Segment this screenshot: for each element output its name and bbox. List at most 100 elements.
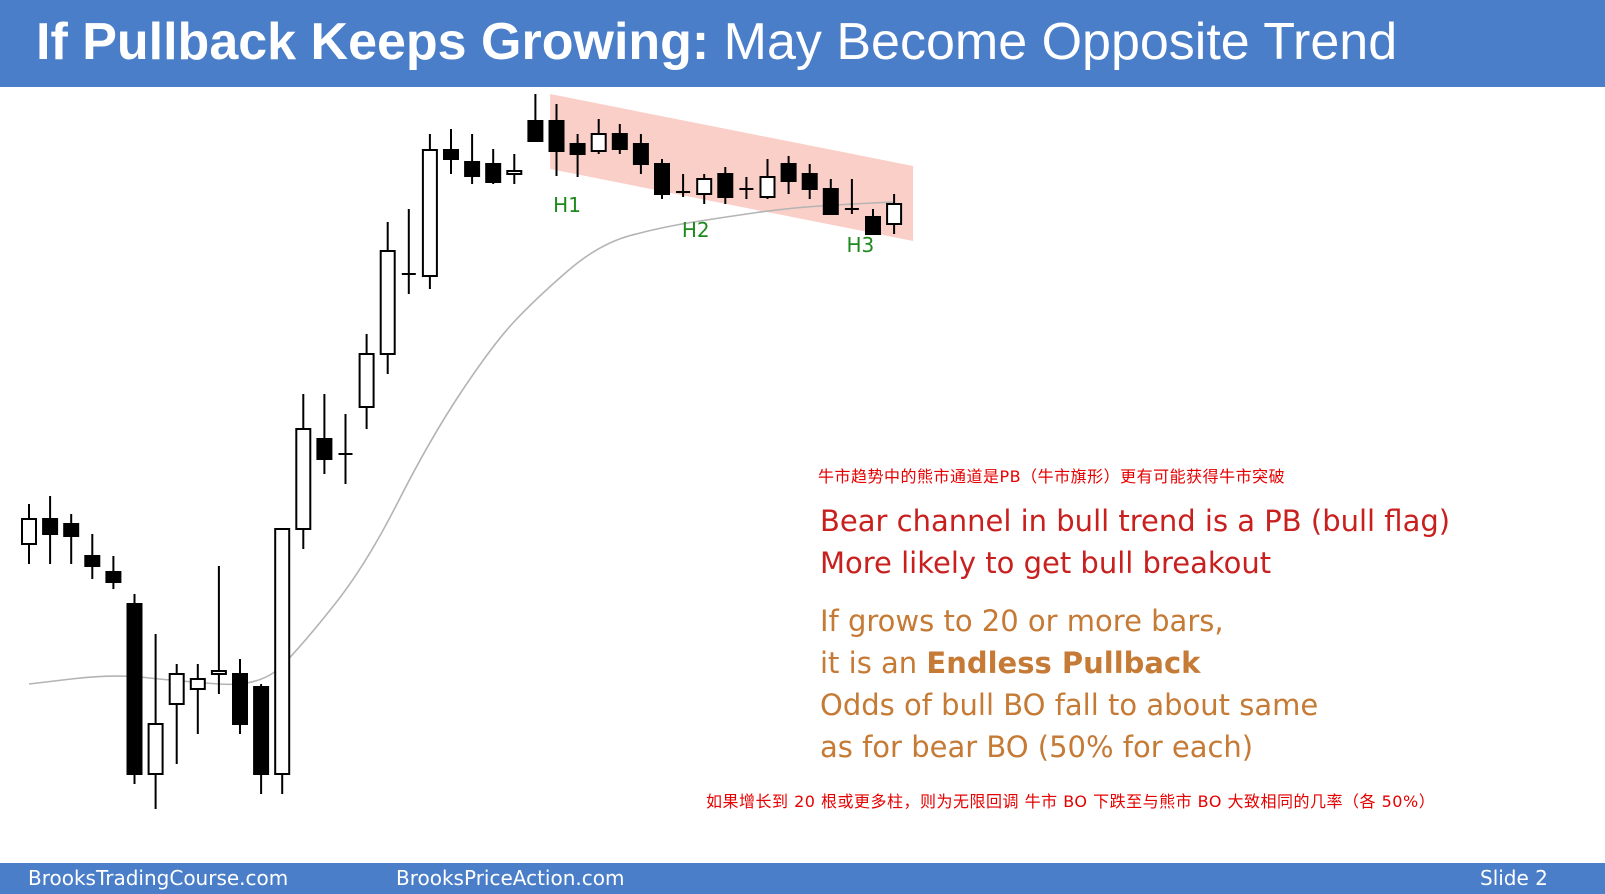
candle-bear-body [780,163,797,182]
candle-bear-body [569,143,586,155]
header-bar: If Pullback Keeps Growing: May Become Op… [0,0,1605,87]
orange-line-3: Odds of bull BO fall to about same [820,688,1319,722]
candle-bull-body [590,133,607,152]
candle-bull-body [210,670,227,675]
candle-23 [485,149,502,184]
candle-bull-body [759,176,776,198]
candle-bear-body [63,523,80,537]
candle-18 [379,222,396,374]
candle-8 [168,664,185,764]
candle-bull-body [506,170,523,175]
slide-title-rest: May Become Opposite Trend [709,13,1398,71]
candle-3 [63,514,80,564]
candle-4 [84,534,101,579]
candle-24 [506,154,523,184]
candle-bear-body [464,161,481,177]
candle-bull-body [696,178,713,195]
candle-bull-body [168,673,185,705]
candle-bear-body [632,143,649,165]
candle-38 [801,164,818,199]
candle-42 [886,194,903,234]
candle-bull-body [295,428,312,530]
candle-6 [126,594,143,784]
footer-left-link[interactable]: BrooksTradingCourse.com [28,866,289,890]
candle-31 [654,159,670,199]
candle-bull-body [147,723,164,775]
candle-bear-body [485,163,502,183]
candle-bear-body [443,149,459,160]
candle-bear-body [717,173,734,198]
orange-line-2: it is an Endless Pullback [820,642,1318,684]
chart-label-h1: H1 [553,193,581,217]
slide-title: If Pullback Keeps Growing: May Become Op… [36,10,1397,74]
orange-line-1: If grows to 20 or more bars, [820,604,1224,638]
candle-bear-body [126,603,143,775]
footer-center-link[interactable]: BrooksPriceAction.com [396,866,625,890]
candle-11 [232,659,248,734]
candle-22 [464,134,481,184]
candle-bull-body [189,678,206,690]
moving-average-line [28,201,895,686]
candle-15 [316,394,333,474]
bear-channel-band [550,94,914,241]
red-text-block: Bear channel in bull trend is a PB (bull… [820,500,1450,584]
endless-pullback-term: Endless Pullback [926,646,1201,680]
candle-26 [548,104,565,176]
red-line-1: Bear channel in bull trend is a PB (bull… [820,504,1451,538]
candle-bear-body [105,571,122,583]
candle-36 [759,159,776,199]
slide-number: Slide 2 [1480,866,1548,890]
candle-bear-body [801,173,818,190]
red-line-2: More likely to get bull breakout [820,546,1272,580]
candle-35 [739,177,754,199]
orange-line-4: as for bear BO (50% for each) [820,730,1254,764]
chart-label-h2: H2 [682,218,710,242]
candle-bear-body [232,673,248,725]
candle-30 [632,134,649,174]
candle-33 [696,174,713,204]
candle-37 [780,156,797,194]
candle-bull-body [886,203,903,225]
chart-label-h3: H3 [846,233,874,257]
candle-bull-body [274,528,291,775]
candle-21 [443,129,459,174]
candle-bear-body [527,120,544,142]
candle-1 [21,504,37,564]
candle-17 [358,334,375,429]
candle-2 [42,496,59,564]
candle-bull-body [379,250,396,355]
candle-10 [210,566,227,694]
candle-bear-body [253,686,270,775]
candle-bear-body [316,438,333,460]
candle-bear-body [611,133,628,150]
chinese-caption-bottom: 如果增长到 20 根或更多柱，则为无限回调 牛市 BO 下跌至与熊市 BO 大致… [706,792,1436,811]
candle-bear-body [42,518,59,535]
orange-line-2-prefix: it is an [820,646,927,680]
candle-5 [105,556,122,589]
candle-27 [569,134,586,177]
candle-12 [253,684,270,794]
candle-28 [590,119,607,154]
candle-19 [401,209,416,294]
candle-bull-body [21,518,37,545]
candle-41 [865,209,881,235]
candle-bull-body [358,353,375,408]
candle-bear-body [654,163,670,195]
slide-title-bold: If Pullback Keeps Growing: [36,13,710,71]
candle-32 [676,174,691,197]
candle-bull-body [421,149,438,277]
candle-25 [527,94,544,142]
candle-9 [189,664,206,734]
candle-bear-body [822,188,839,215]
candle-bear-body [84,555,101,567]
candle-34 [717,167,734,204]
candle-bear-body [865,216,881,235]
candle-bear-body [548,120,565,152]
price-chart: H1 H2 H3 [21,94,914,809]
candle-39 [822,179,839,215]
candle-20 [421,134,438,289]
candle-40 [844,179,859,214]
candle-29 [611,124,628,154]
orange-text-block: If grows to 20 or more bars, it is an En… [820,600,1318,768]
candle-16 [338,414,353,484]
